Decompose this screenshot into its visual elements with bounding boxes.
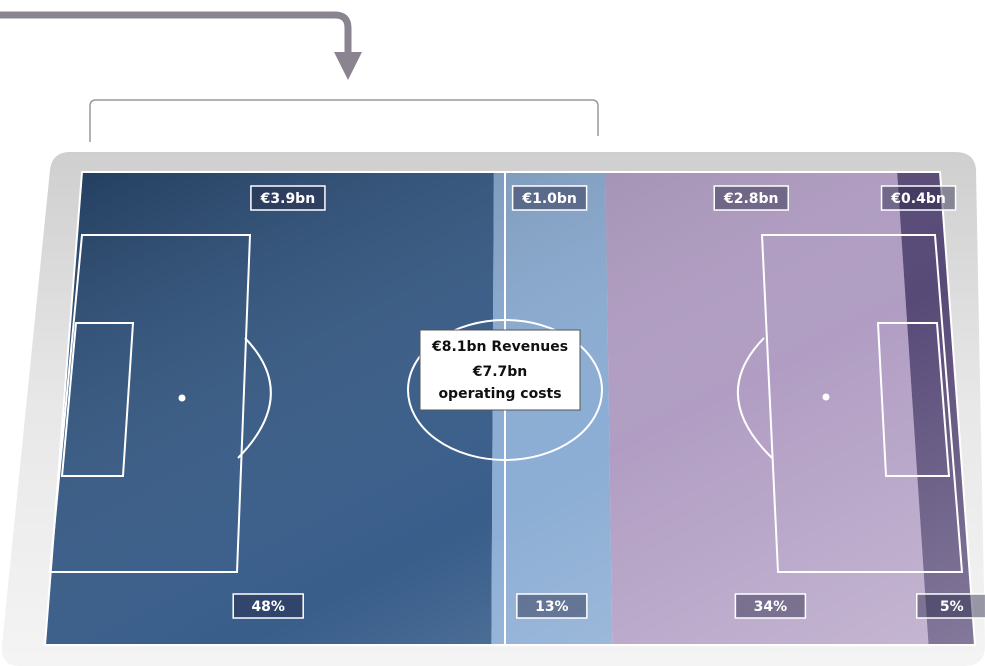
bracket bbox=[89, 99, 599, 142]
labels: €3.9bn 48% €1.0bn 13% €2.8bn 34% €0.4bn 5% bbox=[232, 185, 985, 619]
goal-box bbox=[876, 322, 951, 477]
penalty-spot bbox=[178, 394, 186, 402]
goal-box bbox=[60, 322, 135, 477]
penalty-box bbox=[760, 234, 964, 573]
amount-label: €3.9bn bbox=[260, 191, 316, 207]
costs-amount: €7.7bn bbox=[472, 364, 528, 380]
share-label: 13% bbox=[535, 599, 569, 615]
center-box bbox=[419, 329, 581, 411]
amount-label: €2.8bn bbox=[723, 191, 779, 207]
amount-label: €1.0bn bbox=[521, 191, 577, 207]
penalty-box bbox=[48, 234, 252, 573]
costs-label: operating costs bbox=[438, 386, 561, 402]
amount-label-box bbox=[713, 185, 789, 211]
pitch-lines bbox=[43, 171, 977, 646]
amount-label: €0.4bn bbox=[890, 191, 946, 207]
share-label-box bbox=[232, 593, 304, 619]
penalty-arc bbox=[237, 337, 272, 459]
amount-label-box bbox=[880, 185, 957, 211]
share-label-box bbox=[516, 593, 588, 619]
share-label-box bbox=[916, 593, 985, 619]
revenues-text: €8.1bn Revenues bbox=[431, 339, 568, 355]
share-label: 5% bbox=[940, 599, 964, 615]
arrow-head bbox=[334, 52, 362, 80]
amount-label-box bbox=[250, 185, 326, 211]
penalty-spot bbox=[822, 393, 830, 401]
arrow-line bbox=[0, 11, 352, 55]
share-label-box bbox=[734, 593, 807, 619]
share-label: 48% bbox=[251, 599, 285, 615]
center-circle bbox=[407, 319, 603, 461]
penalty-arc bbox=[736, 337, 773, 459]
share-label: 34% bbox=[754, 599, 788, 615]
amount-label-box bbox=[511, 185, 588, 211]
